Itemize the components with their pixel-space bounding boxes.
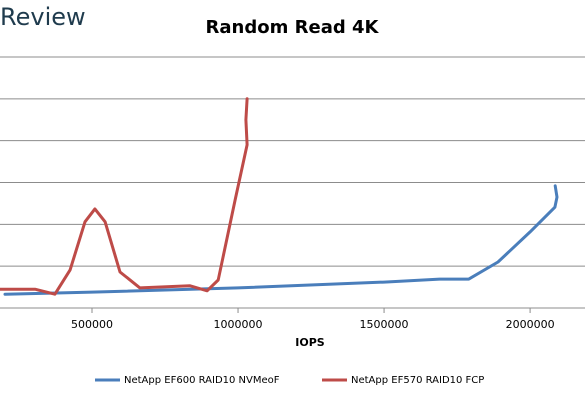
x-tick-label: 2000000 [506, 318, 555, 331]
x-axis-label: IOPS [295, 336, 325, 349]
legend-label: NetApp EF570 RAID10 FCP [351, 375, 484, 386]
x-tick-label: 500000 [71, 318, 113, 331]
brand-logo: Review [0, 3, 86, 31]
x-tick-label: 1500000 [360, 318, 409, 331]
series-line [0, 97, 249, 296]
legend-label: NetApp EF600 RAID10 NVMeoF [124, 375, 280, 386]
series-line [3, 184, 559, 296]
x-tick-label: 1000000 [214, 318, 263, 331]
chart-title: Random Read 4K [206, 17, 380, 38]
